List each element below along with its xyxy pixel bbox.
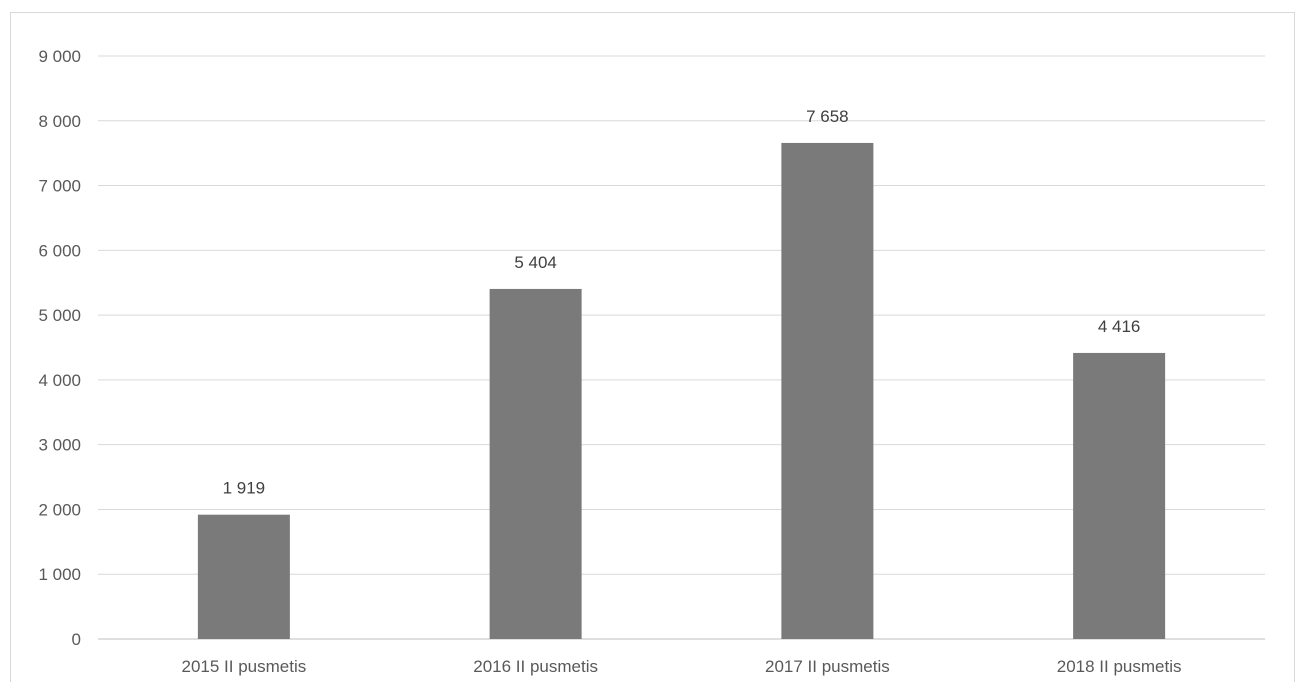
bars bbox=[197, 142, 1166, 640]
bar bbox=[1073, 352, 1166, 639]
y-tick-label: 8 000 bbox=[38, 112, 81, 131]
y-tick-label: 2 000 bbox=[38, 500, 81, 519]
data-label: 1 919 bbox=[223, 479, 266, 498]
x-category-label: 2015 II pusmetis bbox=[182, 657, 307, 676]
bar bbox=[489, 288, 582, 639]
bar bbox=[781, 142, 874, 640]
data-label: 5 404 bbox=[514, 253, 557, 272]
y-tick-label: 7 000 bbox=[38, 177, 81, 196]
x-category-label: 2016 II pusmetis bbox=[473, 657, 598, 676]
gridlines bbox=[98, 55, 1265, 640]
y-tick-label: 0 bbox=[72, 630, 81, 649]
y-tick-label: 5 000 bbox=[38, 306, 81, 325]
y-tick-label: 9 000 bbox=[38, 47, 81, 66]
y-axis-tick-labels: 0 1 000 2 000 3 000 4 000 5 000 6 000 7 000 8 00… bbox=[38, 47, 81, 649]
bar bbox=[197, 514, 290, 639]
data-label: 4 416 bbox=[1098, 317, 1141, 336]
data-labels: 1 919 5 404 7 658 4 416 bbox=[223, 107, 1141, 498]
x-category-label: 2018 II pusmetis bbox=[1057, 657, 1182, 676]
y-tick-label: 4 000 bbox=[38, 371, 81, 390]
x-axis-category-labels: 2015 II pusmetis 2016 II pusmetis 2017 II … bbox=[182, 657, 1182, 676]
x-category-label: 2017 II pusmetis bbox=[765, 657, 890, 676]
data-label: 7 658 bbox=[806, 107, 849, 126]
y-tick-label: 6 000 bbox=[38, 241, 81, 260]
y-tick-label: 1 000 bbox=[38, 565, 81, 584]
y-tick-label: 3 000 bbox=[38, 436, 81, 455]
